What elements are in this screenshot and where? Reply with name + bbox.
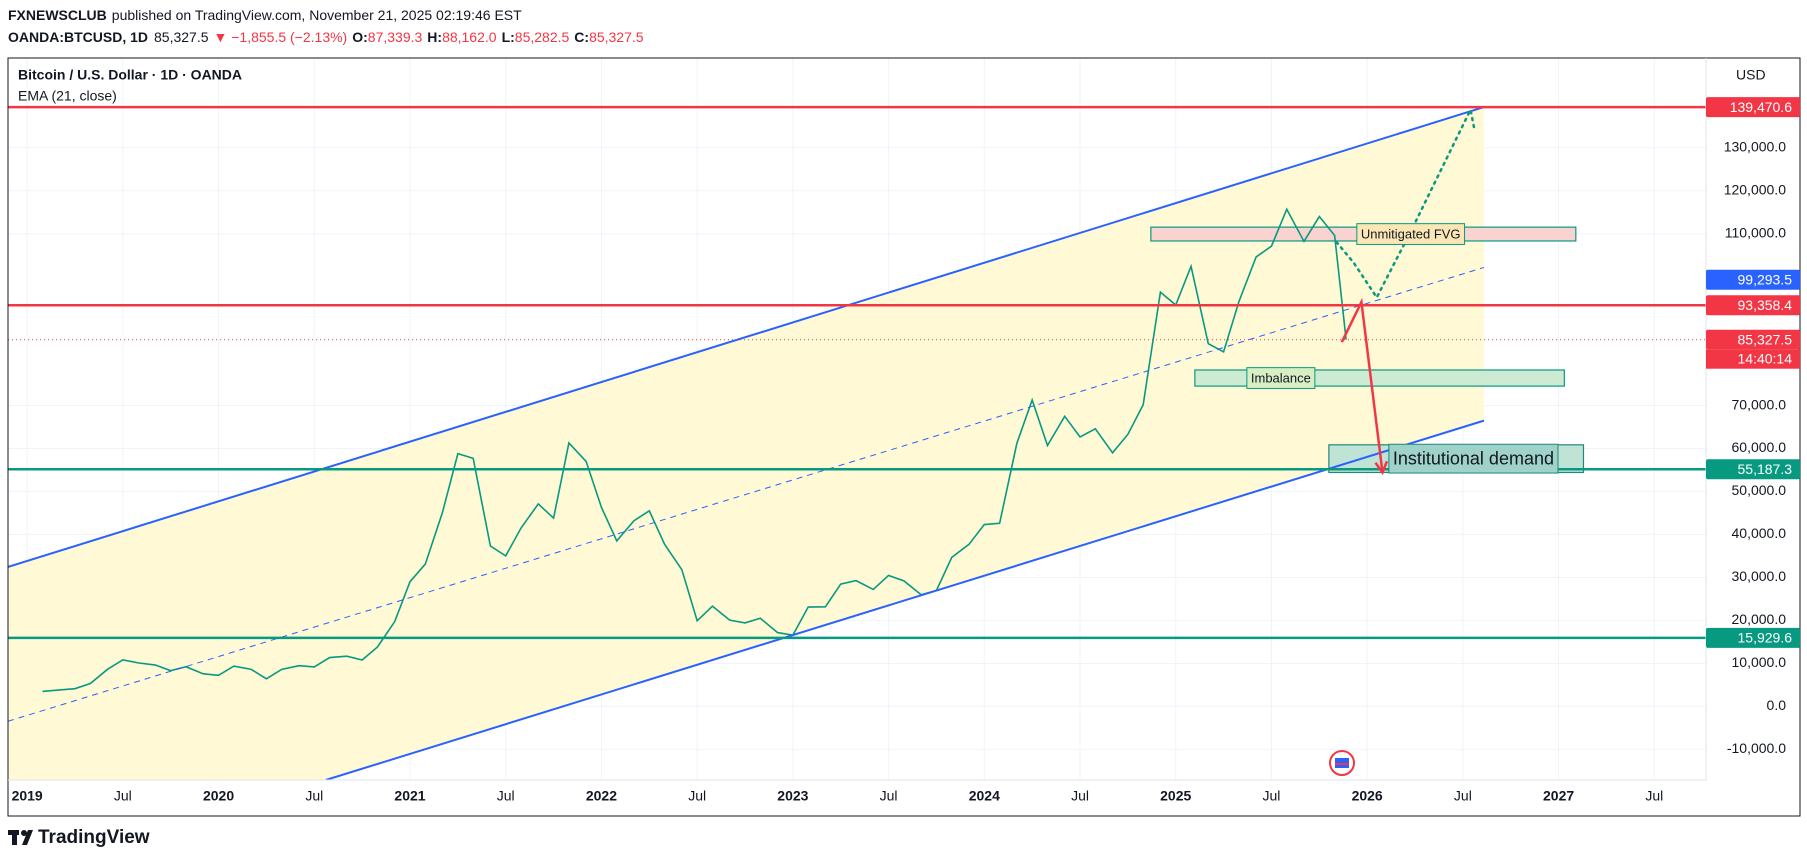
zone-label: Institutional demand	[1393, 448, 1554, 468]
price-line	[42, 207, 1347, 693]
price-badge	[1706, 329, 1800, 350]
y-tick-label: 130,000.0	[1724, 138, 1786, 154]
x-tick-label: Jul	[688, 788, 706, 804]
price-badge	[1706, 627, 1800, 648]
legend-title: Bitcoin / U.S. Dollar · 1D · OANDA	[18, 67, 242, 83]
last-price: 85,327.5	[154, 29, 209, 45]
x-tick-label: Jul	[1454, 788, 1472, 804]
x-tick-label: Jul	[114, 788, 132, 804]
x-tick-label: Jul	[1262, 788, 1280, 804]
x-tick-label: 2023	[777, 788, 808, 804]
ohlc-value: 88,162.0	[442, 29, 497, 45]
price-badge-label: 85,327.5	[1738, 331, 1793, 347]
x-tick-label: 2019	[12, 788, 43, 804]
currency: USD	[1736, 67, 1766, 83]
x-tick-label: 2025	[1160, 788, 1191, 804]
header-line: OANDA:BTCUSD, 1D 85,327.5 ▼ −1,855.5 (−2.1…	[8, 29, 644, 45]
y-tick-label: 0.0	[1767, 697, 1787, 713]
header-line: FXNEWSCLUB published on TradingView.com, …	[8, 7, 522, 23]
x-tick-label: 2021	[394, 788, 425, 804]
ohlc-value: 87,339.3	[368, 29, 423, 45]
logo-icon	[8, 830, 33, 845]
price-badge	[1706, 459, 1800, 480]
zone-label: Imbalance	[1251, 370, 1311, 385]
y-tick-label: 10,000.0	[1732, 654, 1787, 670]
price-badge-label: 15,929.6	[1738, 630, 1793, 646]
x-tick-label: 2026	[1352, 788, 1383, 804]
channel-lower	[325, 419, 1485, 780]
y-tick-label: 120,000.0	[1724, 181, 1786, 197]
price-badge-label: 139,470.6	[1730, 99, 1792, 115]
channel-upper	[8, 106, 1485, 568]
published: published on TradingView.com, November 2…	[112, 7, 522, 23]
zone-label: Unmitigated FVG	[1361, 226, 1461, 241]
channel-mid	[8, 266, 1485, 722]
arrow-path	[1341, 297, 1384, 474]
ohlc-label: O:	[352, 29, 368, 45]
author: FXNEWSCLUB	[8, 7, 107, 23]
symbol: OANDA:BTCUSD, 1D	[8, 29, 148, 45]
ohlc-value: 85,327.5	[589, 29, 644, 45]
x-tick-label: Jul	[497, 788, 515, 804]
frame	[7, 57, 1801, 817]
price-badge-label: 93,358.4	[1738, 297, 1793, 313]
ohlc-label: L:	[502, 29, 515, 45]
change: ▼ −1,855.5 (−2.13%)	[214, 29, 348, 45]
x-tick-label: 2020	[203, 788, 234, 804]
y-tick-label: -10,000.0	[1727, 740, 1786, 756]
projection-path	[1335, 105, 1476, 300]
y-tick-label: 40,000.0	[1732, 525, 1787, 541]
y-tick-label: 60,000.0	[1732, 439, 1787, 455]
indicator: EMA (21, close)	[18, 88, 117, 104]
y-tick-label: 30,000.0	[1732, 568, 1787, 584]
channel-fill	[8, 107, 1484, 780]
x-tick-label: 2027	[1543, 788, 1574, 804]
x-tick-label: 2024	[969, 788, 1000, 804]
x-tick-label: Jul	[1645, 788, 1663, 804]
zone-label-bg	[1246, 367, 1316, 389]
y-tick-label: 110,000.0	[1725, 224, 1786, 240]
x-tick-label: 2022	[586, 788, 617, 804]
x-tick-label: Jul	[880, 788, 898, 804]
y-tick-label: 70,000.0	[1732, 396, 1787, 412]
arrow-head	[1374, 460, 1389, 476]
ohlc-label: C:	[574, 29, 589, 45]
ohlc-label: H:	[427, 29, 442, 45]
price-badge	[1706, 295, 1800, 316]
countdown-label: 14:40:14	[1738, 350, 1793, 366]
event-icon	[1329, 750, 1355, 776]
price-badge	[1706, 97, 1800, 118]
price-badge-label: 99,293.5	[1738, 271, 1793, 287]
y-tick-label: 20,000.0	[1732, 611, 1787, 627]
zone-label-bg	[1356, 223, 1466, 245]
ohlc-value: 85,282.5	[515, 29, 570, 45]
price-badge-label: 55,187.3	[1738, 461, 1793, 477]
y-tick-label: 50,000.0	[1732, 482, 1787, 498]
price-badge	[1706, 269, 1800, 290]
countdown-badge	[1706, 349, 1800, 369]
x-tick-label: Jul	[1071, 788, 1089, 804]
plot-area: Unmitigated FVG Imbalance Institutional de…	[8, 105, 1706, 780]
brand: TradingView	[38, 827, 150, 848]
x-tick-label: Jul	[305, 788, 323, 804]
zone-label-bg	[1388, 443, 1559, 474]
